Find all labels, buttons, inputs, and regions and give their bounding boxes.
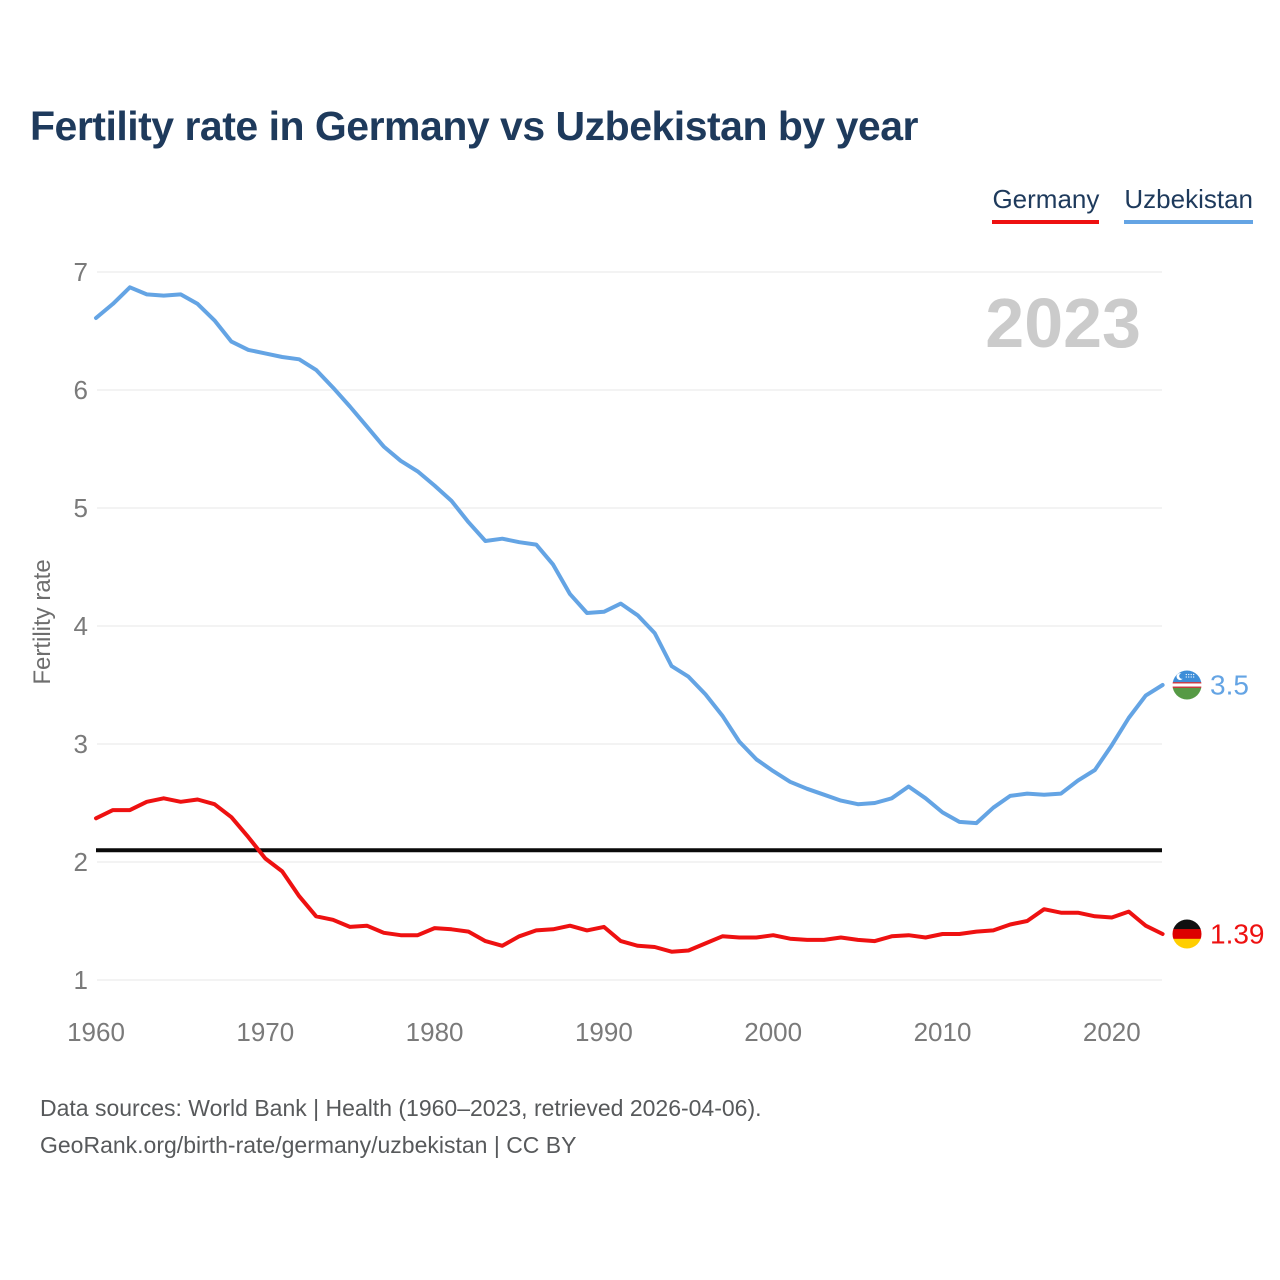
series-line-uzbekistan[interactable]	[94, 285, 1165, 826]
legend-item-germany[interactable]: Germany	[992, 184, 1100, 224]
y-tick-label: 1	[74, 965, 88, 995]
y-tick-label: 6	[74, 375, 88, 405]
x-tick-label: 1980	[406, 1017, 464, 1047]
y-tick-label: 5	[74, 493, 88, 523]
x-axis-labels: 1960 1970 1980 1990 2000 2010 2020	[67, 1017, 1141, 1047]
x-tick-label: 2020	[1083, 1017, 1141, 1047]
legend: Germany Uzbekistan	[992, 184, 1253, 224]
germany-flag-icon	[1172, 919, 1202, 949]
y-axis-title: Fertility rate	[29, 559, 56, 684]
series-end-label-uzbekistan: 3.5	[1172, 670, 1249, 701]
y-tick-label: 2	[74, 847, 88, 877]
series-end-value-germany: 1.39	[1210, 918, 1265, 949]
series-end-value-uzbekistan: 3.5	[1210, 670, 1249, 701]
watermark-year: 2023	[985, 284, 1141, 362]
footer-data-sources: Data sources: World Bank | Health (1960–…	[40, 1095, 762, 1121]
x-tick-label: 2000	[744, 1017, 802, 1047]
y-tick-label: 4	[74, 611, 88, 641]
x-tick-label: 1970	[236, 1017, 294, 1047]
x-tick-label: 1990	[575, 1017, 633, 1047]
y-gridlines: 1 2 3 4 5 6 7	[74, 257, 1162, 995]
footer-attribution-link: GeoRank.org/birth-rate/germany/uzbekista…	[40, 1132, 577, 1158]
x-tick-label: 1960	[67, 1017, 125, 1047]
legend-item-uzbekistan[interactable]: Uzbekistan	[1124, 184, 1253, 224]
series-line-germany[interactable]	[94, 796, 1165, 954]
x-tick-label: 2010	[914, 1017, 972, 1047]
footer: Data sources: World Bank | Health (1960–…	[40, 1090, 762, 1164]
uzbekistan-flag-icon	[1172, 670, 1202, 700]
y-tick-label: 3	[74, 729, 88, 759]
y-tick-label: 7	[74, 257, 88, 287]
page-title: Fertility rate in Germany vs Uzbekistan …	[30, 103, 919, 149]
series-end-label-germany: 1.39	[1172, 918, 1265, 949]
